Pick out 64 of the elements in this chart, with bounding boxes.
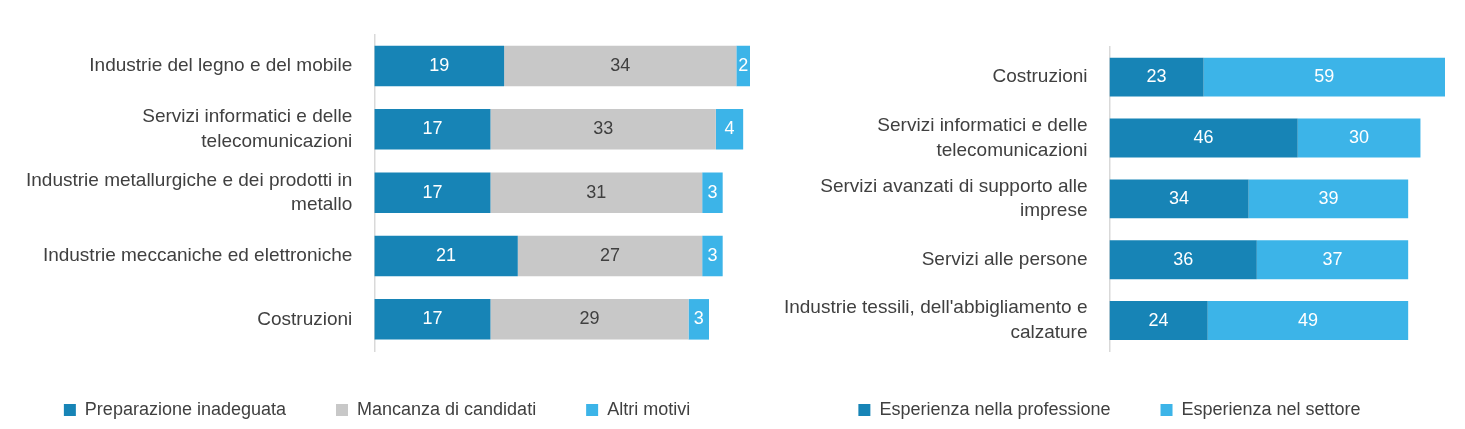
bar <box>702 172 723 213</box>
data-label: 17 <box>422 118 443 139</box>
data-label: 24 <box>1148 309 1169 330</box>
data-label: 46 <box>1193 126 1214 147</box>
bar <box>1109 240 1257 280</box>
data-label: 2 <box>738 54 749 75</box>
data-label: 17 <box>422 308 443 329</box>
data-label: 49 <box>1297 309 1318 330</box>
bar <box>374 109 491 150</box>
y-tick-label: Servizi avanzati di supporto alle imprese <box>820 174 1088 221</box>
bar <box>490 109 716 150</box>
data-label: 33 <box>593 118 614 139</box>
data-label: 34 <box>1169 187 1190 208</box>
data-label: 19 <box>429 54 450 75</box>
bar <box>1256 240 1409 280</box>
bar <box>688 299 710 340</box>
bar <box>490 172 703 213</box>
data-label: 21 <box>436 244 457 265</box>
bar <box>1109 179 1249 219</box>
bar <box>374 45 505 87</box>
data-label: 34 <box>610 54 631 75</box>
data-label: 39 <box>1318 187 1339 208</box>
data-label: 29 <box>579 308 600 329</box>
legend-label: Esperienza nel settore <box>1181 398 1361 419</box>
y-tick-label: Servizi informatici e delle telecomunicazioni <box>877 113 1088 160</box>
legend-label: Preparazione inadeguata <box>84 398 288 419</box>
y-tick-label: Servizi alle persone <box>921 247 1088 269</box>
y-tick-label: Costruzioni <box>257 307 353 329</box>
y-tick-label: Costruzioni <box>992 65 1088 87</box>
data-label: 31 <box>586 181 607 202</box>
data-label: 17 <box>422 181 443 202</box>
data-label: 3 <box>707 244 718 265</box>
data-label: 36 <box>1173 248 1194 269</box>
data-label: 59 <box>1314 66 1335 87</box>
data-label: 23 <box>1146 66 1167 87</box>
data-label: 4 <box>724 118 735 139</box>
bar <box>1109 57 1204 97</box>
bar <box>1248 179 1409 219</box>
bar <box>504 45 737 87</box>
y-tick-label: Industrie tessili, dell'abbigliamento e calzature <box>783 296 1088 343</box>
data-label: 30 <box>1349 126 1370 147</box>
y-tick-label: Industrie del legno e del mobile <box>89 54 353 76</box>
bar <box>715 109 744 150</box>
data-label: 37 <box>1322 248 1343 269</box>
legend-label: Mancanza di candidati <box>357 398 537 419</box>
bar <box>374 299 491 340</box>
data-label: 27 <box>599 244 620 265</box>
data-label: 3 <box>693 308 704 329</box>
bar <box>702 235 723 277</box>
bar <box>1297 118 1421 158</box>
y-tick-label: Servizi informatici e delle telecomunicazioni <box>142 105 353 151</box>
y-tick-label: Industrie metallurgiche e dei prodotti in metallo <box>25 168 353 215</box>
y-tick-label: Industrie meccaniche ed elettroniche <box>42 244 353 266</box>
bar <box>374 172 491 213</box>
bar <box>1207 301 1409 341</box>
bar <box>517 235 703 277</box>
bar <box>1203 57 1445 97</box>
legend-label: Altri motivi <box>607 398 691 419</box>
data-label: 3 <box>707 181 718 202</box>
legend-label: Esperienza nella professione <box>879 398 1111 419</box>
bar <box>1109 301 1208 341</box>
bar <box>374 235 518 277</box>
bar <box>490 299 689 340</box>
bar <box>1109 118 1298 158</box>
